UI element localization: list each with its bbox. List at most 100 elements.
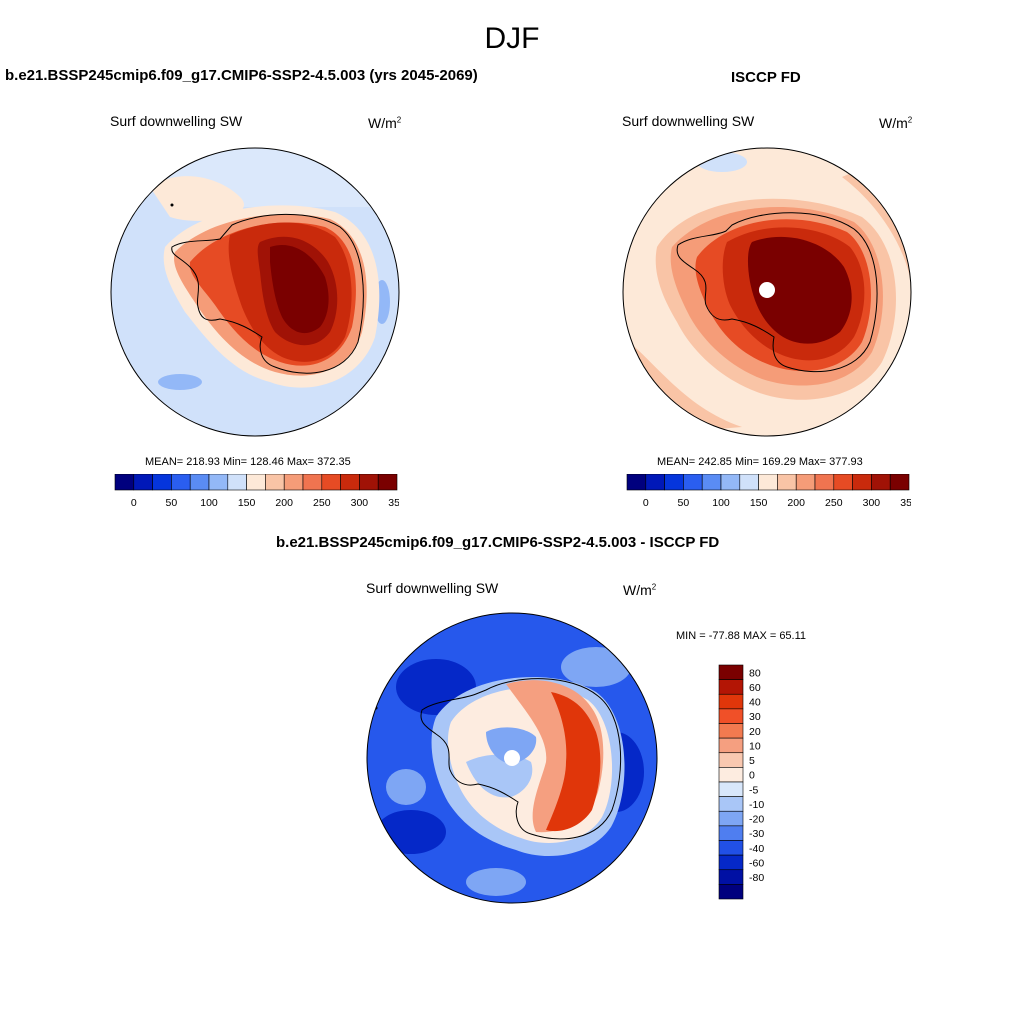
colorbar-swatch	[718, 679, 744, 695]
panel3-colorbar: 80 60 40 30 20 10 5 0 -5 -10 -20 -30 -40 -60 -80	[718, 664, 764, 900]
colorbar-tick-label: -60	[749, 857, 764, 869]
colorbar-tick-label: -20	[749, 814, 764, 826]
panel3-variable-label: Surf downwelling SW	[366, 580, 499, 596]
panel1-colorbar: 0 50 100 150 200 250 300 350	[114, 474, 399, 509]
colorbar-tick-label: 0	[643, 497, 649, 509]
panel2-map-border	[622, 147, 912, 437]
colorbar-tick-label: 60	[749, 682, 761, 694]
colorbar-tick-label: 200	[787, 497, 805, 509]
colorbar-tick-label: 50	[678, 497, 690, 509]
colorbar-swatch	[302, 474, 323, 491]
colorbar-swatch	[718, 884, 744, 900]
colorbar-tick-label: -80	[749, 872, 764, 884]
colorbar-swatch	[718, 767, 744, 783]
colorbar-swatch	[227, 474, 247, 491]
colorbar-swatch	[377, 474, 398, 491]
panel3-max-region	[546, 692, 601, 832]
colorbar-swatch	[152, 474, 172, 491]
panel3-units-label: W/m2	[623, 582, 657, 598]
panel1-units-label: W/m2	[368, 115, 402, 131]
colorbar-swatch	[189, 474, 210, 491]
colorbar-tick-label: 10	[749, 740, 761, 752]
colorbar-tick-label: 250	[825, 497, 843, 509]
panel1-shading-light	[150, 176, 244, 221]
colorbar-swatch	[133, 474, 153, 491]
panel3-title: b.e21.BSSP245cmip6.f09_g17.CMIP6-SSP2-4.…	[276, 534, 720, 551]
panel3-pole-hole	[504, 750, 520, 766]
colorbar-swatch	[718, 825, 744, 841]
panel1-map-border	[110, 147, 400, 437]
colorbar-swatch	[340, 474, 360, 491]
colorbar-swatch	[718, 708, 744, 724]
colorbar-swatch	[718, 781, 744, 797]
panel2-max-region	[747, 236, 852, 344]
colorbar-tick-label: 0	[749, 770, 755, 782]
colorbar-swatch	[718, 752, 744, 768]
panel2-title: ISCCP FD	[731, 69, 801, 86]
colorbar-tick-label: 250	[313, 497, 331, 509]
colorbar-swatch	[265, 474, 285, 491]
panel2-colorbar: 0 50 100 150 200 250 300 350	[626, 474, 911, 509]
panel3-polar-map	[366, 612, 658, 904]
colorbar-swatch	[718, 854, 744, 871]
colorbar-swatch	[718, 796, 744, 812]
colorbar-swatch	[718, 810, 744, 827]
colorbar-swatch	[758, 474, 778, 491]
panel1-title: b.e21.BSSP245cmip6.f09_g17.CMIP6-SSP2-4.…	[5, 67, 478, 84]
colorbar-swatch	[795, 474, 816, 491]
colorbar-swatch	[208, 474, 229, 491]
colorbar-swatch	[283, 474, 304, 491]
colorbar-tick-label: 20	[749, 726, 761, 738]
panel3-map-border	[366, 612, 658, 904]
colorbar-tick-label: -30	[749, 828, 764, 840]
colorbar-tick-label: 30	[749, 711, 761, 723]
colorbar-swatch	[814, 474, 835, 491]
colorbar-tick-label: 100	[200, 497, 218, 509]
colorbar-tick-label: 5	[749, 755, 755, 767]
panel3-minmax: MIN = -77.88 MAX = 65.11	[676, 630, 807, 642]
panel3-antarctica-coastline	[420, 678, 622, 840]
colorbar-swatch	[664, 474, 684, 491]
colorbar-swatch	[359, 474, 379, 491]
panel2-polar-map	[622, 147, 912, 437]
panel2-units-label: W/m2	[879, 115, 913, 131]
colorbar-swatch	[114, 474, 135, 491]
colorbar-tick-label: 150	[238, 497, 256, 509]
colorbar-swatch	[739, 474, 759, 491]
colorbar-swatch	[683, 474, 703, 491]
colorbar-swatch	[718, 869, 744, 885]
colorbar-tick-label: 300	[351, 497, 369, 509]
colorbar-swatch	[871, 474, 891, 491]
colorbar-swatch	[718, 840, 744, 856]
panel1-max-region	[270, 245, 329, 334]
colorbar-tick-label: -40	[749, 843, 764, 855]
panel2-stats: MEAN= 242.85 Min= 169.29 Max= 377.93	[657, 456, 863, 468]
colorbar-tick-label: 0	[131, 497, 137, 509]
colorbar-tick-label: 40	[749, 697, 761, 709]
colorbar-tick-label: -5	[749, 784, 758, 796]
colorbar-tick-label: 100	[712, 497, 730, 509]
panel2-variable-label: Surf downwelling SW	[622, 113, 755, 129]
colorbar-tick-label: 300	[863, 497, 881, 509]
colorbar-swatch	[889, 474, 910, 491]
colorbar-tick-label: 50	[166, 497, 178, 509]
colorbar-swatch	[718, 693, 744, 710]
colorbar-swatch	[626, 474, 647, 491]
panel2-pole-hole	[759, 282, 775, 298]
colorbar-swatch	[701, 474, 722, 491]
colorbar-tick-label: 80	[749, 667, 761, 679]
panel2-antarctica-coastline	[676, 212, 878, 373]
colorbar-tick-label: 150	[750, 497, 768, 509]
panel1-stats: MEAN= 218.93 Min= 128.46 Max= 372.35	[145, 456, 351, 468]
colorbar-swatch	[246, 474, 266, 491]
season-title: DJF	[484, 22, 540, 55]
colorbar-swatch	[833, 474, 853, 491]
colorbar-tick-label: 350	[388, 497, 399, 509]
colorbar-swatch	[171, 474, 191, 491]
colorbar-tick-label: 200	[275, 497, 293, 509]
panel1-low-patch	[158, 374, 202, 390]
colorbar-swatch	[720, 474, 741, 491]
panel1-variable-label: Surf downwelling SW	[110, 113, 243, 129]
colorbar-swatch	[777, 474, 797, 491]
colorbar-swatch	[718, 737, 744, 754]
